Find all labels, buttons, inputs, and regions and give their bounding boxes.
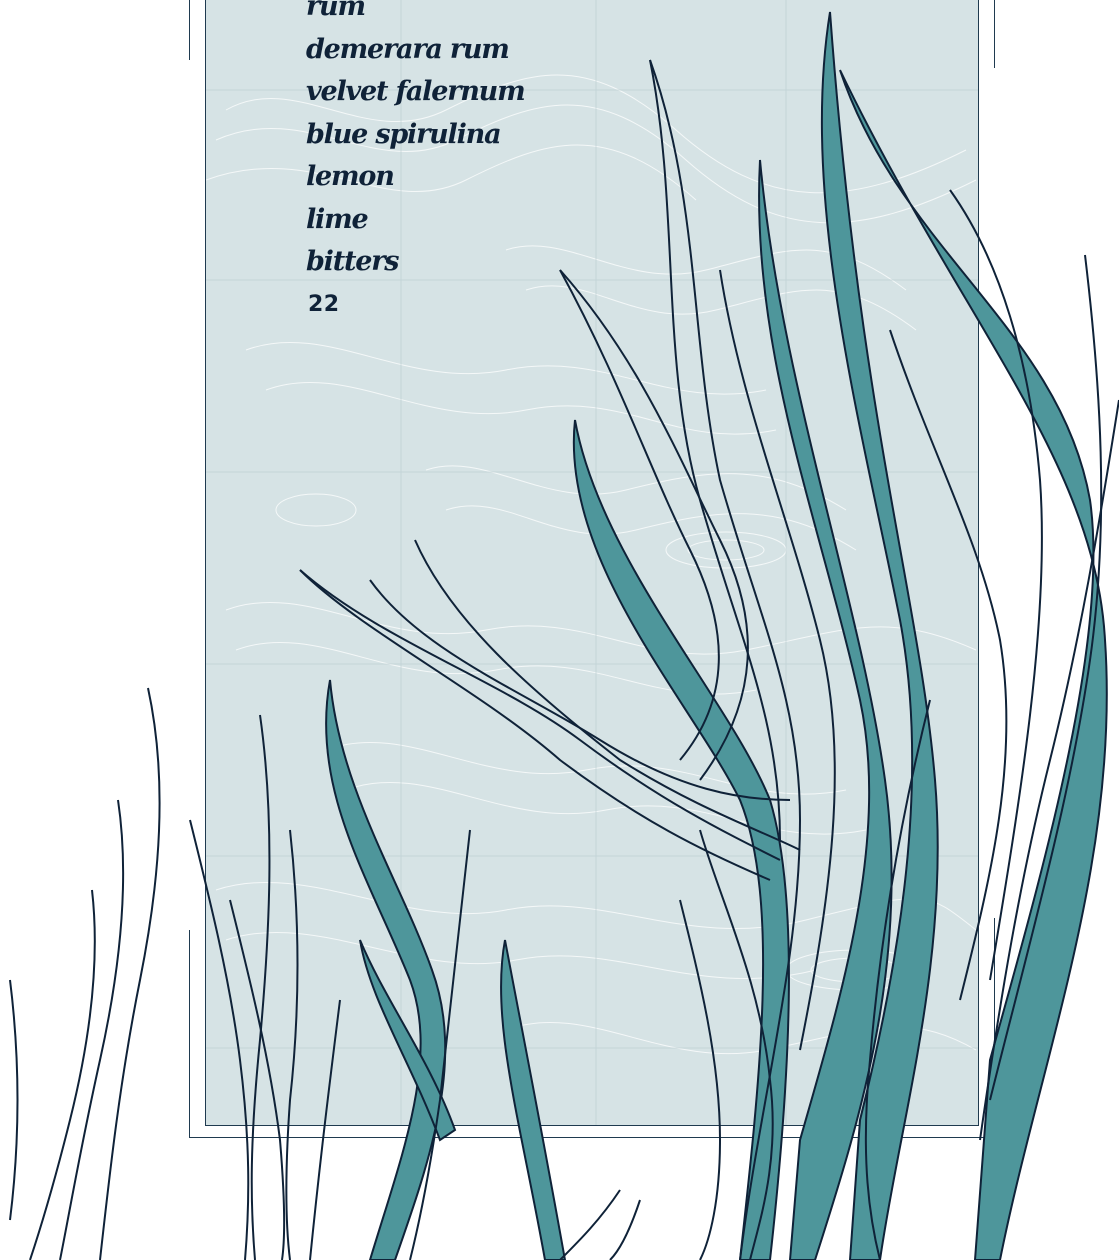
ingredient-list: rum demerara rum velvet falernum blue sp… bbox=[306, 0, 526, 284]
ingredient-rum: rum bbox=[306, 0, 366, 22]
frame-gap bbox=[992, 68, 998, 918]
ingredient-demerara-rum: demerara rum bbox=[306, 33, 510, 65]
ingredient-lime: lime bbox=[306, 203, 369, 235]
frame-gap bbox=[186, 60, 192, 930]
price: 22 bbox=[308, 292, 340, 317]
ingredient-lemon: lemon bbox=[306, 161, 395, 192]
ingredient-velvet-falernum: velvet falernum bbox=[306, 76, 526, 107]
ingredient-blue-spirulina: blue spirulina bbox=[306, 118, 502, 150]
ingredient-bitters: bitters bbox=[306, 246, 399, 277]
menu-card-panel bbox=[205, 0, 979, 1126]
